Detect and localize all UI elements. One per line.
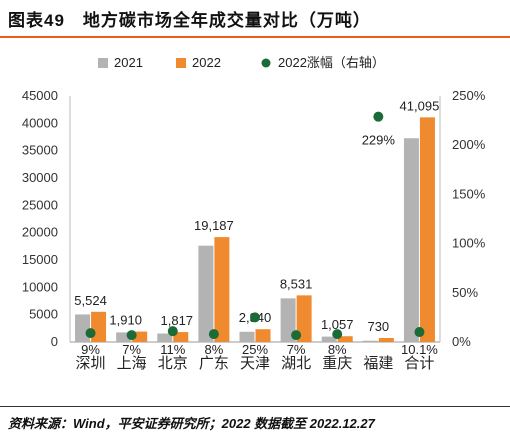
bar-2021: [157, 333, 173, 342]
bar-2022: [419, 117, 435, 342]
chart-area: 0 5000 10000 15000 20000 25000 30000 35000 40000…: [0, 44, 510, 404]
y-left-tick-label: 45000: [22, 88, 58, 103]
legend-label-2021: 2021: [114, 55, 143, 70]
growth-label: 9%: [81, 342, 100, 357]
growth-label: 25%: [242, 342, 268, 357]
growth-point: [373, 111, 384, 122]
legend-label-growth: 2022涨幅（右轴）: [278, 55, 385, 70]
growth-point: [250, 312, 260, 323]
data-label-2022: 1,817: [161, 313, 194, 328]
y-right-tick-label: 150%: [452, 186, 486, 201]
x-tick-label: 福建: [363, 355, 393, 372]
bar-2022: [296, 295, 312, 342]
bar-2022: [91, 311, 107, 342]
bar-2021: [321, 336, 337, 342]
y-right-tick-label: 250%: [452, 88, 486, 103]
growth-point: [332, 329, 343, 340]
bar-2021: [403, 138, 419, 342]
x-tick-label: 广东: [199, 355, 229, 372]
growth-point: [208, 329, 219, 340]
y-left-tick-label: 20000: [22, 225, 58, 240]
bar-2021: [239, 331, 255, 342]
data-label-2022: 19,187: [194, 218, 234, 233]
x-tick-label: 深圳: [76, 355, 106, 372]
data-label-2022: 41,095: [400, 98, 440, 113]
bar-2021: [116, 332, 132, 342]
y-right-tick-label: 0%: [452, 334, 471, 349]
y-right-tick-label: 100%: [452, 236, 486, 251]
bar-2021: [75, 314, 91, 342]
y-left-tick-label: 5000: [29, 307, 58, 322]
growth-point: [85, 328, 96, 339]
growth-label: 8%: [204, 342, 223, 357]
growth-label: 10.1%: [401, 342, 438, 357]
chart-svg: 0 5000 10000 15000 20000 25000 30000 35000 40000…: [22, 55, 486, 372]
growth-label: 229%: [362, 133, 396, 148]
data-label-2022: 1,910: [109, 313, 142, 328]
figure-title: 图表49 地方碳市场全年成交量对比（万吨）: [8, 11, 371, 30]
y-left-tick-label: 25000: [22, 197, 58, 212]
footer: 资料来源：Wind，平安证券研究所；2022 数据截至 2022.12.27: [0, 406, 510, 437]
growth-point: [414, 327, 425, 338]
x-tick-label: 湖北: [281, 355, 311, 372]
source-note: 资料来源：Wind，平安证券研究所；2022 数据截至 2022.12.27: [8, 416, 375, 431]
y-right-tick-label: 50%: [452, 285, 478, 300]
bar-2022: [378, 338, 394, 342]
data-label-2022: 5,524: [74, 293, 107, 308]
bar-2022: [132, 331, 148, 342]
bar-2022: [337, 336, 353, 342]
legend-marker-growth: [261, 58, 271, 68]
data-label-2022: 8,531: [280, 276, 313, 291]
y-left-tick-label: 30000: [22, 170, 58, 185]
x-tick-label: 北京: [158, 355, 188, 372]
bar-2022: [173, 332, 189, 342]
growth-point: [126, 330, 137, 341]
bar-2021: [198, 245, 214, 342]
x-tick-label: 上海: [117, 355, 147, 372]
growth-label: 11%: [160, 342, 185, 357]
legend-swatch-2022: [176, 58, 186, 68]
growth-label: 8%: [328, 342, 347, 357]
bar-2022: [255, 329, 271, 342]
growth-label: 7%: [287, 342, 306, 357]
growth-point: [291, 330, 302, 341]
x-tick-label: 重庆: [322, 355, 352, 372]
growth-point: [167, 326, 178, 337]
data-label-2022: 730: [367, 319, 389, 334]
data-label-2022: 1,057: [321, 317, 354, 332]
y-left-tick-label: 40000: [22, 115, 58, 130]
y-left-tick-label: 0: [51, 334, 58, 349]
legend-swatch-2021: [98, 58, 108, 68]
title-bar: 图表49 地方碳市场全年成交量对比（万吨）: [0, 0, 510, 38]
bar-2021: [362, 340, 378, 342]
x-tick-label: 天津: [240, 355, 270, 372]
bar-2021: [280, 298, 296, 342]
growth-label: 7%: [122, 342, 141, 357]
y-left-tick-label: 10000: [22, 279, 58, 294]
y-left-tick-label: 15000: [22, 252, 58, 267]
y-right-tick-label: 200%: [452, 137, 486, 152]
legend-label-2022: 2022: [192, 55, 221, 70]
y-left-tick-label: 35000: [22, 143, 58, 158]
bar-2022: [214, 237, 230, 342]
x-tick-label: 合计: [404, 355, 434, 372]
